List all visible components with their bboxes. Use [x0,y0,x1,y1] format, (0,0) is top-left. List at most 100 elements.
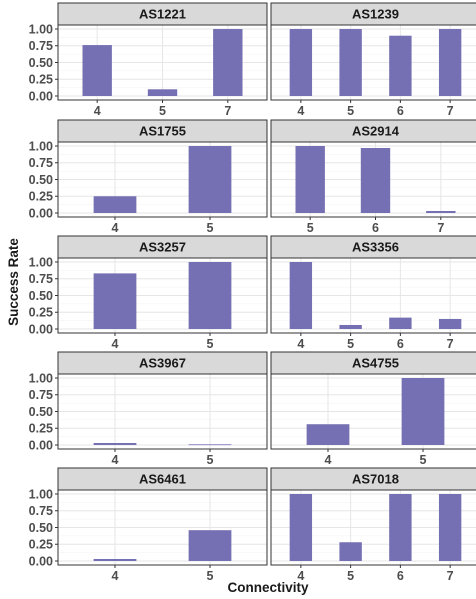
facet-title: AS1221 [139,7,186,22]
bar [295,146,325,213]
bar [93,273,137,329]
y-tick-label: 0.25 [29,306,53,320]
x-tick-label: 4 [94,104,101,118]
y-tick-label: 0.50 [29,521,53,535]
facet-panel-as4755: AS4755 4 5 [270,351,476,467]
y-tick-label: 0.50 [29,289,53,303]
panel-border [270,489,476,566]
y-tick-label: 1.00 [29,487,53,501]
y-tick-label: 0.50 [29,56,53,70]
facet-title: AS2914 [352,124,400,139]
y-tick-label: 0.25 [29,538,53,552]
facet-panel-as1221: AS1221 4 5 7 0.00 0.25 0.50 0.75 1.00 [29,2,268,118]
x-tick-label: 4 [297,337,304,351]
y-tick-label: 0.75 [29,504,53,518]
facet-title: AS3967 [139,356,186,371]
bar [360,148,391,213]
bar [289,29,313,96]
x-tick-label: 5 [347,569,354,583]
x-tick-label: 6 [397,337,404,351]
y-tick-label: 1.00 [29,371,53,385]
facet-panel-as1755: AS1755 4 5 0.00 0.25 0.50 0.75 1.00 [29,119,268,235]
bar [438,29,462,96]
panel-border [270,257,476,334]
bar [306,424,350,445]
x-tick-label: 4 [325,453,332,467]
facet-title: AS4755 [352,356,399,371]
bar [147,89,178,96]
bar [82,45,112,96]
x-tick-label: 5 [207,569,214,583]
bar [438,494,462,561]
facet-panel-as1239: AS1239 4 5 6 7 [270,2,476,118]
bar [213,29,243,96]
facet-title: AS6461 [139,472,186,487]
panel-border [270,373,476,450]
facet-title: AS1239 [352,7,399,22]
y-tick-label: 0.75 [29,39,53,53]
facet-panel-as2914: AS2914 5 6 7 [270,119,476,235]
bar [339,324,362,329]
y-tick-label: 1.00 [29,139,53,153]
x-tick-label: 4 [297,104,304,118]
bar [339,29,362,96]
y-tick-label: 1.00 [29,22,53,36]
facet-panel-as3967: AS3967 4 5 0.00 0.25 0.50 0.75 1.00 [29,351,268,467]
y-tick-label: 0.50 [29,173,53,187]
y-tick-label: 0.00 [29,554,53,568]
x-tick-label: 4 [297,569,304,583]
bar [339,542,362,561]
x-tick-label: 5 [307,221,314,235]
x-tick-label: 5 [159,104,166,118]
y-tick-label: 1.00 [29,255,53,269]
x-tick-label: 7 [437,221,444,235]
bar [289,494,313,561]
bar [188,444,232,446]
bar [401,378,445,445]
facet-panel-as7018: AS7018 4 5 6 7 [270,467,476,583]
bar [426,210,456,213]
bar [188,530,232,561]
bar [289,262,313,329]
x-tick-label: 7 [224,104,231,118]
y-tick-label: 0.00 [29,89,53,103]
y-axis-title: Success Rate [6,238,21,326]
bar [389,317,412,329]
x-tick-label: 5 [207,221,214,235]
panel-border [270,24,476,101]
facet-title: AS3356 [352,240,399,255]
x-tick-label: 7 [447,104,454,118]
x-tick-label: 6 [372,221,379,235]
y-tick-label: 0.25 [29,422,53,436]
y-tick-label: 0.75 [29,272,53,286]
bar [93,196,137,213]
bar [93,558,137,561]
facet-title: AS3257 [139,240,186,255]
y-tick-label: 0.00 [29,322,53,336]
x-tick-label: 4 [112,569,119,583]
y-tick-label: 0.00 [29,206,53,220]
x-tick-label: 4 [112,221,119,235]
bar [188,262,232,329]
x-tick-label: 6 [397,569,404,583]
y-tick-label: 0.00 [29,438,53,452]
y-tick-label: 0.50 [29,405,53,419]
y-tick-label: 0.75 [29,156,53,170]
y-tick-label: 0.25 [29,190,53,204]
x-tick-label: 5 [207,337,214,351]
x-tick-label: 6 [397,104,404,118]
x-tick-label: 7 [447,337,454,351]
facet-panel-as3257: AS3257 4 5 0.00 0.25 0.50 0.75 1.00 [29,235,268,351]
y-tick-label: 0.25 [29,73,53,87]
facet-panel-as3356: AS3356 4 5 6 7 [270,235,476,351]
facet-title: AS1755 [139,124,186,139]
bar [93,442,137,445]
x-tick-label: 5 [347,104,354,118]
x-tick-label: 4 [112,453,119,467]
bar [389,494,412,561]
x-tick-label: 5 [420,453,427,467]
facet-title: AS7018 [352,472,399,487]
bar [438,318,462,329]
